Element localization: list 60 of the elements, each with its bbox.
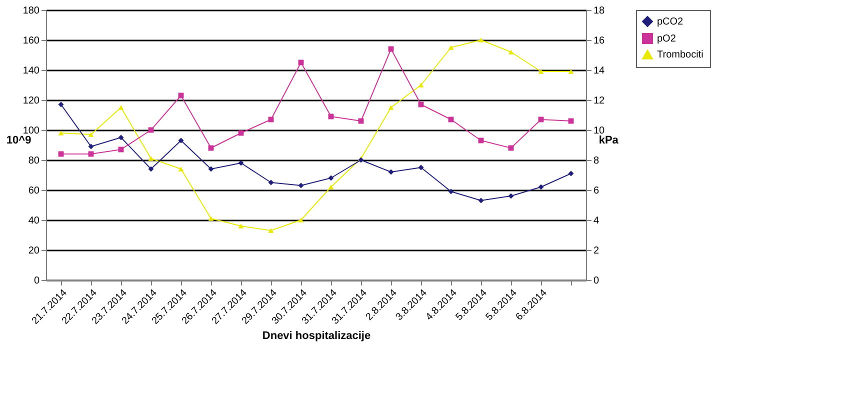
point	[178, 138, 184, 144]
point	[298, 218, 304, 222]
y2-tick-label: 8	[594, 156, 600, 166]
y-tick-label: 160	[22, 36, 40, 46]
y2-tick-label: 4	[594, 216, 600, 226]
y-axis-title: 10^9	[6, 134, 32, 146]
point	[58, 130, 64, 136]
y-tick-label: 40	[28, 216, 40, 226]
y-tick-label: 180	[22, 6, 40, 16]
point	[208, 216, 214, 221]
point	[148, 166, 154, 172]
point	[328, 184, 334, 190]
y-tick-label: 120	[22, 96, 40, 106]
point	[388, 105, 394, 110]
y2-axis-title: kPa	[598, 134, 620, 146]
point	[388, 169, 394, 175]
point	[208, 166, 214, 172]
point	[418, 82, 424, 88]
point	[538, 184, 544, 190]
y2-tick-label: 14	[594, 66, 606, 76]
y-tick-label: 20	[28, 246, 40, 256]
point	[538, 69, 544, 74]
point	[58, 102, 64, 108]
point	[568, 170, 574, 176]
y2-tick-label: 12	[594, 96, 606, 106]
point	[298, 182, 304, 188]
point	[568, 69, 574, 74]
legend-label: pCO2	[657, 16, 684, 28]
y-tick-label: 60	[28, 186, 40, 196]
point	[478, 38, 484, 42]
y2-tick-label: 2	[594, 246, 600, 256]
point	[178, 166, 184, 172]
y-tick-label: 0	[34, 276, 40, 286]
point	[448, 45, 454, 50]
y2-tick-label: 10	[594, 126, 606, 136]
point	[478, 198, 484, 204]
y2-tick-label: 18	[594, 6, 606, 16]
point	[238, 160, 244, 166]
x-axis-title: Dnevi hospitalizacije	[262, 330, 371, 342]
point	[508, 50, 514, 54]
point	[148, 156, 154, 161]
y2-tick-label: 0	[594, 276, 600, 286]
point	[448, 188, 454, 194]
point	[118, 134, 124, 140]
y-tick-label: 100	[22, 126, 40, 136]
y2-tick-label: 6	[594, 186, 600, 196]
y-tick-label: 80	[28, 156, 40, 166]
point	[118, 105, 124, 110]
point	[418, 164, 424, 170]
point	[328, 175, 334, 181]
point	[88, 144, 94, 150]
legend-label: pO2	[657, 34, 676, 44]
point	[88, 132, 94, 137]
point	[238, 224, 244, 228]
y2-tick-label: 16	[594, 36, 606, 46]
y-tick-label: 140	[22, 66, 40, 76]
point	[268, 228, 274, 233]
point	[268, 180, 274, 186]
point	[508, 193, 514, 199]
legend-label: Trombociti	[657, 50, 704, 60]
